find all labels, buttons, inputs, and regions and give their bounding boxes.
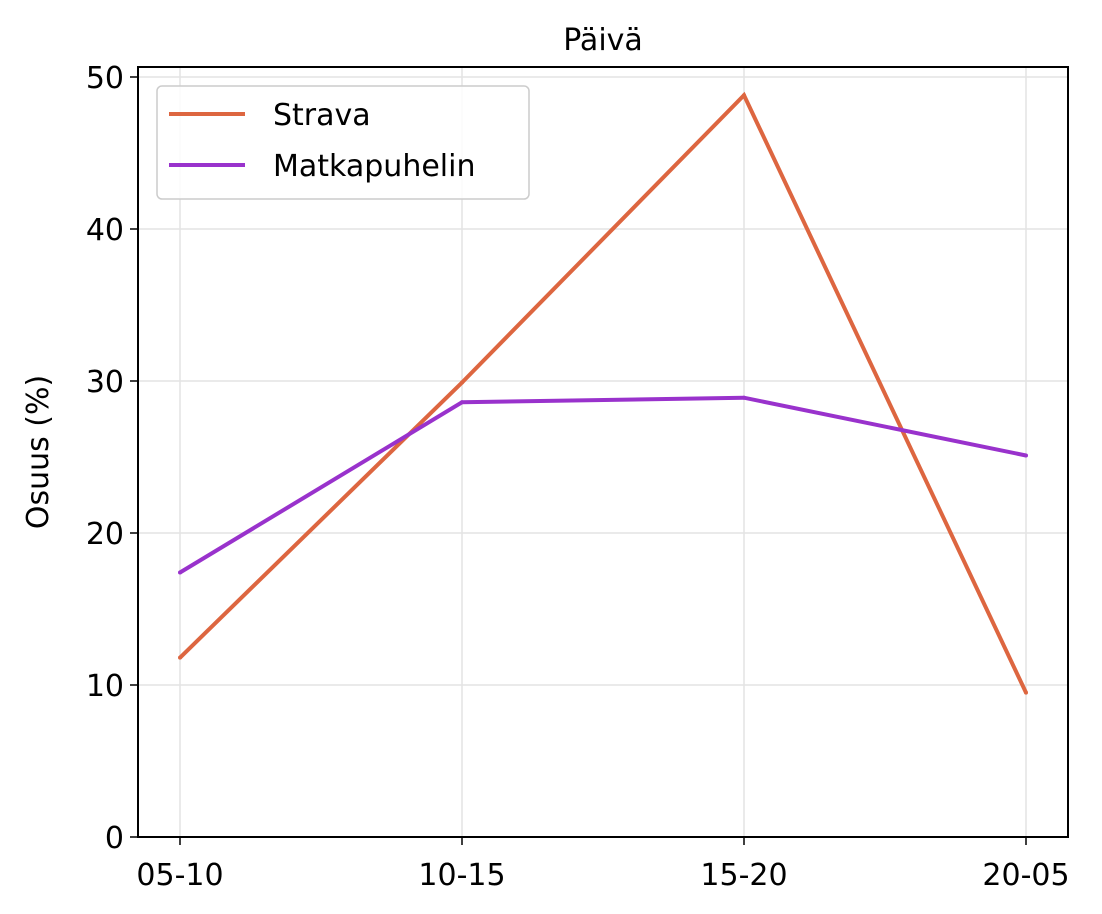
data-point-strava <box>460 380 464 385</box>
y-tick-label: 30 <box>86 365 124 400</box>
legend-box <box>156 85 530 200</box>
data-point-matkapuhelin <box>742 395 746 400</box>
y-tick-label: 40 <box>86 213 124 248</box>
chart-title: Päivä <box>563 23 643 58</box>
data-point-strava <box>178 655 182 660</box>
legend: Strava Matkapuhelin <box>156 85 530 200</box>
data-point-matkapuhelin <box>1024 453 1028 458</box>
x-tick-label: 10-15 <box>418 858 505 893</box>
legend-label: Strava <box>273 98 371 133</box>
series-line-strava <box>178 91 1028 694</box>
y-tick-label: 20 <box>86 517 124 552</box>
data-point-matkapuhelin <box>178 570 182 575</box>
axis-ticks: 0 10 20 30 40 50 05-10 10-15 15-20 20-05 <box>86 61 1070 893</box>
x-tick-label: 05-10 <box>136 858 223 893</box>
series-line-matkapuhelin <box>178 395 1027 575</box>
x-tick-label: 20-05 <box>982 858 1069 893</box>
plot-area-frame <box>137 66 1069 838</box>
legend-label: Matkapuhelin <box>273 149 475 184</box>
series-lines <box>178 91 1028 695</box>
data-point-matkapuhelin <box>460 400 464 405</box>
data-point-strava <box>742 93 746 98</box>
y-tick-label: 0 <box>105 821 124 856</box>
data-point-strava <box>1024 690 1028 695</box>
y-axis-label: Osuus (%) <box>21 375 56 529</box>
y-tick-label: 50 <box>86 61 124 96</box>
x-tick-label: 15-20 <box>700 858 787 893</box>
y-tick-label: 10 <box>86 669 124 704</box>
